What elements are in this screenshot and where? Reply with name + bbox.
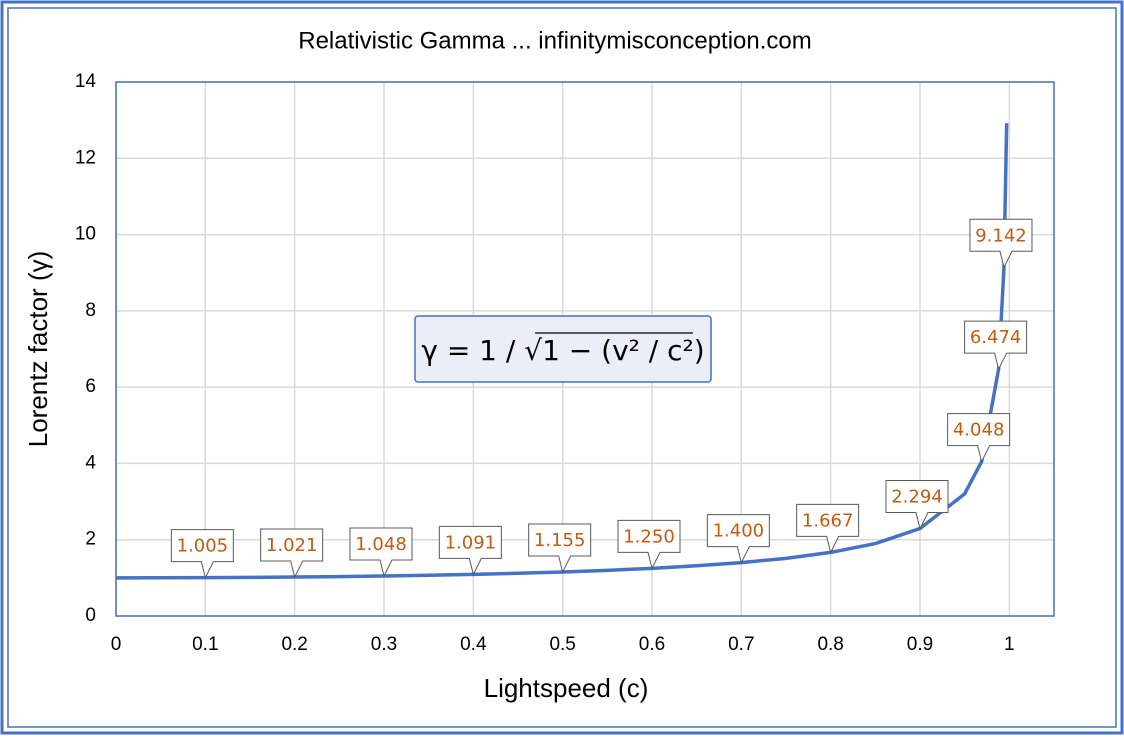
data-label-box [617, 519, 681, 570]
data-label-box [528, 523, 592, 574]
y-tick-label: 6 [85, 376, 96, 397]
data-label: 4.048 [947, 413, 1011, 464]
data-label: 1.250 [617, 519, 681, 570]
x-tick-label: 0.5 [549, 634, 575, 655]
data-label: 1.155 [528, 523, 592, 574]
y-tick-label: 8 [85, 300, 96, 321]
line-series [115, 123, 1009, 580]
x-tick-label: 0.4 [460, 634, 487, 655]
data-label-text: 1.155 [534, 530, 586, 551]
data-label-box [170, 529, 234, 580]
x-tick-label: 0.3 [371, 634, 397, 655]
data-label-text: 1.250 [623, 526, 675, 547]
data-label-text: 1.005 [177, 536, 229, 557]
y-axis-label: Lorentz factor (γ) [23, 251, 53, 448]
y-tick-label: 12 [75, 147, 96, 168]
data-label-box [260, 528, 324, 579]
x-tick-label: 0.9 [907, 634, 933, 655]
plot-frame [115, 81, 1055, 617]
formula-box: γ = 1 / √1 − (v² / c²) [414, 315, 712, 383]
data-label-text: 1.667 [802, 510, 854, 531]
data-label-text: 1.048 [355, 534, 407, 555]
data-label-box [706, 514, 770, 565]
y-tick-label: 4 [85, 452, 96, 473]
data-label-text: 1.021 [266, 535, 318, 556]
data-label: 1.021 [260, 528, 324, 579]
data-label: 1.005 [170, 529, 234, 580]
y-tick-label: 14 [75, 71, 97, 92]
data-label-text: 4.048 [953, 420, 1005, 441]
data-label: 9.142 [969, 218, 1033, 269]
y-tick-label: 10 [75, 224, 96, 245]
data-label-text: 2.294 [891, 487, 943, 508]
data-label: 1.048 [349, 527, 413, 578]
data-label: 1.091 [438, 525, 502, 576]
chart-inner-border [7, 7, 1117, 728]
chart-title: Relativistic Gamma ... infinitymisconcep… [298, 27, 812, 54]
data-label: 1.400 [706, 514, 770, 565]
x-axis-label: Lightspeed (c) [484, 673, 649, 703]
x-tick-label: 0.8 [817, 634, 843, 655]
data-label-box [964, 320, 1028, 371]
x-tick-label: 0 [111, 634, 122, 655]
x-tick-label: 0.1 [192, 634, 218, 655]
y-tick-label: 2 [85, 529, 96, 550]
x-tick-label: 0.6 [639, 634, 665, 655]
data-label-text: 1.091 [445, 532, 497, 553]
data-label-text: 6.474 [970, 327, 1022, 348]
data-label-box [947, 413, 1011, 464]
formula: γ = 1 / √1 − (v² / c²) [421, 334, 704, 367]
data-label-box [349, 527, 413, 578]
data-label-text: 9.142 [975, 225, 1027, 246]
data-label-box [885, 480, 949, 530]
y-tick-label: 0 [85, 605, 96, 626]
data-label: 1.667 [796, 503, 860, 554]
data-label-box [969, 218, 1033, 269]
data-label-box [796, 503, 860, 554]
x-tick-label: 0.7 [728, 634, 754, 655]
data-label-box [438, 525, 502, 576]
x-tick-label: 0.2 [281, 634, 307, 655]
data-label: 2.294 [885, 480, 949, 530]
data-label-text: 1.400 [713, 521, 765, 542]
data-label: 6.474 [964, 320, 1028, 371]
x-tick-label: 1 [1004, 634, 1015, 655]
